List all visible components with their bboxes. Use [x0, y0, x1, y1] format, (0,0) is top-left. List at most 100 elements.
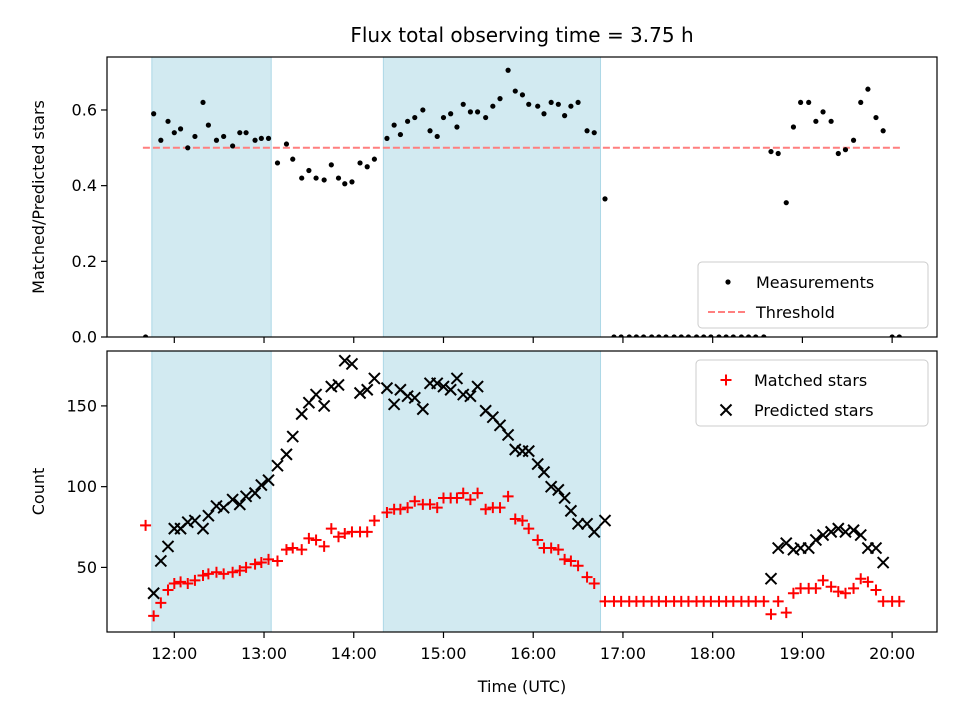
data-point [562, 113, 568, 119]
data-point [380, 381, 394, 395]
data-point [591, 130, 597, 136]
data-point [197, 569, 209, 581]
data-point [467, 109, 474, 115]
data-point [448, 111, 454, 117]
shaded-interval [382, 350, 602, 633]
data-point [865, 86, 871, 92]
data-point [371, 156, 377, 162]
data-point [790, 124, 797, 130]
data-point [357, 160, 363, 166]
data-point [243, 130, 249, 136]
data-point [876, 556, 890, 569]
data-point [299, 175, 305, 181]
y-tick-label: 150 [66, 396, 97, 415]
data-point [758, 595, 770, 607]
data-point [440, 114, 447, 121]
data-point [663, 334, 669, 337]
x-tick-label: 18:00 [690, 644, 736, 663]
data-point [280, 544, 292, 556]
data-point [431, 502, 443, 514]
legend-label: Threshold [755, 303, 835, 322]
data-point [221, 133, 227, 140]
data-point [202, 568, 214, 580]
data-point [402, 502, 414, 514]
data-point [140, 519, 152, 531]
data-point [572, 560, 584, 572]
data-point [828, 118, 834, 124]
data-point [271, 459, 284, 472]
data-point [333, 531, 345, 543]
bottom-panel-counts: 50 100 150 12:00 13:00 14:00 15:00 16:00 17:00 18… [29, 350, 938, 663]
data-point [239, 490, 253, 503]
data-point [771, 541, 785, 555]
data-point [444, 383, 457, 396]
data-point [765, 608, 777, 620]
data-point [154, 554, 168, 568]
data-point [764, 572, 778, 585]
data-point [328, 162, 334, 168]
data-point [502, 490, 514, 502]
data-point [552, 544, 564, 556]
data-point [318, 540, 330, 552]
data-point [571, 517, 585, 531]
data-point [317, 399, 331, 413]
data-point [816, 528, 830, 542]
data-point [175, 576, 187, 588]
data-point [296, 544, 308, 556]
data-point [761, 334, 767, 337]
data-point [182, 578, 194, 590]
data-point [310, 534, 322, 546]
data-point [825, 581, 837, 593]
data-point [249, 558, 261, 570]
data-point [171, 130, 177, 136]
data-point [522, 444, 535, 458]
data-point [880, 128, 886, 134]
data-point [280, 448, 293, 461]
data-point [427, 128, 433, 134]
data-point [775, 150, 781, 157]
data-point [404, 118, 411, 124]
data-point [237, 130, 243, 136]
data-point [817, 574, 829, 586]
data-point [142, 334, 149, 337]
data-point [848, 582, 860, 594]
data-point [531, 457, 544, 471]
data-point [768, 148, 774, 155]
data-point [192, 133, 198, 140]
data-point [862, 576, 874, 588]
data-point [548, 99, 554, 106]
data-point [450, 372, 464, 385]
plot-frame [106, 56, 938, 338]
y-axis-label: Count [29, 468, 48, 516]
y-axis-label: Matched/Predicted stars [29, 100, 48, 294]
series-group [140, 354, 905, 622]
data-point [306, 167, 312, 174]
data-point [391, 122, 397, 128]
data-point [541, 111, 547, 117]
data-point [168, 578, 180, 590]
data-point [708, 334, 714, 337]
data-point [338, 354, 351, 367]
data-point [685, 334, 692, 337]
data-point [155, 597, 167, 609]
data-point [401, 390, 414, 403]
data-point [839, 587, 851, 599]
data-point [889, 334, 895, 337]
data-point [559, 553, 571, 565]
data-point [598, 514, 612, 527]
data-point [850, 137, 857, 143]
data-point [896, 334, 902, 337]
data-point [820, 109, 826, 115]
data-point [526, 101, 532, 107]
data-point [335, 175, 342, 181]
data-point [509, 443, 522, 456]
data-point [835, 150, 841, 157]
data-point [158, 137, 164, 143]
data-point [162, 584, 174, 596]
data-point [869, 541, 883, 555]
data-point [177, 126, 184, 132]
x-tick-label: 16:00 [510, 644, 556, 663]
data-point [255, 557, 267, 569]
data-point [226, 493, 239, 506]
shaded-interval [382, 56, 602, 338]
